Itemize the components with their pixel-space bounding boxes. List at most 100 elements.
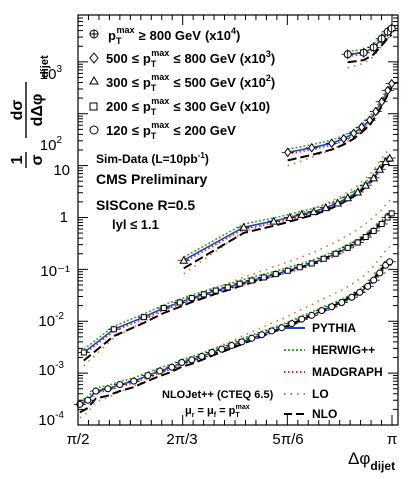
curve-herwigpp-square	[83, 209, 393, 350]
y-tick-label: 102	[40, 135, 63, 154]
point-circle	[298, 315, 306, 323]
point-diamond	[308, 143, 316, 153]
point-square	[284, 267, 291, 274]
point-square	[140, 314, 147, 321]
point-triangle	[361, 180, 371, 189]
pt-legend-text: 300 ≤ pTmax ≤500 GeV (x102)	[106, 72, 275, 93]
y-tick-label: 10⁻¹	[40, 263, 70, 280]
data-points	[73, 23, 398, 408]
point-circle	[178, 359, 186, 367]
point-square	[354, 239, 361, 246]
y-title-sigma: σ	[29, 154, 46, 165]
square-marker	[89, 102, 98, 111]
point-diamond	[328, 138, 336, 149]
pt-legend-text: 200 ≤ pTmax ≤300 GeV (x10)	[106, 96, 270, 117]
legend-entry-herwig: HERWIG++	[284, 343, 375, 357]
point-circle	[156, 367, 164, 375]
x-axis-title: Δφdijet	[348, 449, 395, 473]
point-diamond	[384, 85, 392, 96]
point-circle	[188, 356, 196, 364]
point-circle	[328, 303, 336, 311]
point-square	[344, 244, 351, 251]
curve-lo-cross-circle	[347, 34, 393, 69]
y-title-dphi: dΔφ	[29, 94, 46, 127]
y-tick-label: 103	[40, 64, 63, 83]
point-square	[378, 220, 385, 227]
curve-nlo-cross-circle	[347, 34, 393, 64]
point-circle	[364, 282, 372, 290]
point-square	[308, 260, 315, 267]
legend-label: HERWIG++	[312, 343, 375, 357]
x-tick-label: 5π/6	[272, 431, 303, 448]
point-circle	[168, 363, 176, 371]
curve-nlo-triangle	[183, 158, 391, 270]
simdata-label: Sim-Data (L=10pb-1)	[96, 151, 209, 166]
point-square	[176, 299, 183, 306]
legend-label: LO	[312, 387, 329, 401]
axis-ticks	[77, 14, 398, 426]
pt-legend-entry: pTmax ≥800 GeV (x104)	[89, 25, 240, 46]
point-circle	[376, 269, 384, 277]
point-triangle	[239, 222, 249, 231]
point-circle	[228, 342, 236, 350]
triangle-marker	[89, 75, 99, 85]
point-square	[224, 284, 231, 291]
pt-legend-text: 500 ≤ pTmax ≤800 GeV (x103)	[106, 48, 275, 69]
point-triangle	[343, 193, 353, 202]
legend-label: PYTHIA	[312, 321, 356, 335]
y-title-one: 1	[9, 155, 26, 164]
point-circle	[238, 338, 246, 346]
point-triangle	[269, 216, 279, 225]
x-tick-label: π/2	[67, 431, 90, 448]
point-square	[80, 349, 87, 356]
y-title-sub: dijet	[39, 55, 51, 78]
point-circle	[268, 327, 276, 335]
curve-lo-diamond	[287, 82, 393, 167]
point-circle	[84, 396, 92, 404]
point-circle	[130, 377, 138, 385]
cms-label: CMS Preliminary	[96, 171, 207, 187]
point-circle	[218, 345, 226, 353]
point-diamond	[284, 147, 292, 158]
point-circle	[338, 298, 346, 306]
point-square	[248, 277, 255, 284]
scale-label: μr = μf = pTmax	[185, 404, 250, 419]
point-triangle	[385, 153, 395, 162]
y-tick-label: 10-4	[38, 410, 64, 429]
legend-entry-pythia: PYTHIA	[284, 321, 356, 335]
point-circle	[198, 352, 206, 360]
legend-entry-lo: LO	[284, 387, 329, 401]
point-triangle	[297, 209, 307, 218]
point-circle	[356, 288, 364, 296]
point-triangle	[321, 203, 331, 212]
point-circle	[386, 258, 394, 266]
legend-entry-nlo: NLO	[284, 407, 337, 421]
point-circle	[208, 348, 216, 356]
point-triangle	[375, 164, 385, 173]
point-triangle	[309, 207, 319, 216]
point-circle	[288, 320, 296, 328]
point-square	[236, 280, 243, 287]
legend-label: MADGRAPH	[312, 365, 383, 379]
point-circle	[370, 276, 378, 284]
point-triangle	[369, 173, 379, 182]
circle-marker	[89, 125, 99, 135]
legend-entry-madgraph: MADGRAPH	[284, 365, 383, 379]
pt-legend-entry: 300 ≤ pTmax ≤500 GeV (x102)	[89, 72, 275, 93]
point-triangle	[333, 198, 343, 207]
pt-legend-text: pTmax ≥800 GeV (x104)	[108, 25, 240, 46]
point-square	[388, 210, 395, 217]
model-legend: PYTHIA HERWIG++ MADGRAPH LO NLO	[284, 321, 383, 421]
point-diamond	[350, 128, 358, 139]
point-circle	[144, 371, 152, 379]
point-square	[110, 326, 117, 333]
point-triangle	[353, 187, 363, 196]
y-tick-label: 10	[53, 162, 70, 179]
algorithm-label: SISCone R=0.5	[96, 197, 195, 213]
y-tick-labels: 103 102 10 1 10⁻¹ 10-2 10-3 10-4	[38, 64, 70, 429]
point-square	[296, 264, 303, 271]
nlojet-label: NLOJet++ (CTEQ 6.5)	[162, 389, 274, 401]
point-triangle	[179, 255, 189, 264]
x-tick-labels: π/2 2π/3 5π/6 π	[67, 431, 398, 448]
